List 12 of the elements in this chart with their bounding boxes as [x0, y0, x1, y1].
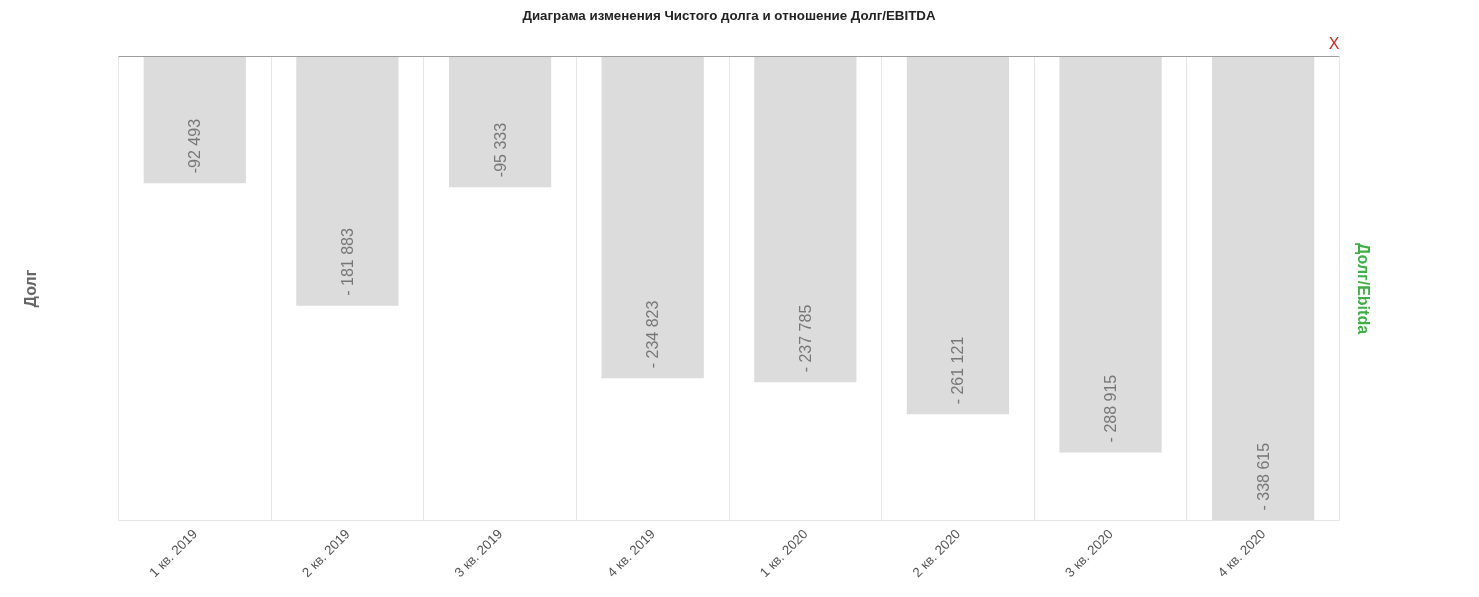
- data-label: - 237 785: [796, 304, 814, 373]
- text: X: [1328, 34, 1340, 52]
- data-label: -92 493: [186, 118, 204, 174]
- data-label: - 234 823: [644, 300, 662, 369]
- y2-axis-title: Долг/Ebitda: [1354, 242, 1372, 335]
- data-label: -95 333: [491, 122, 509, 178]
- y-axis-title: Долг: [21, 269, 39, 308]
- data-label: - 338 615: [1254, 442, 1272, 511]
- data-label: - 261 121: [949, 336, 967, 405]
- data-label: - 288 915: [1102, 374, 1120, 443]
- data-label: - 181 883: [338, 228, 356, 296]
- chart-title: Диаграма изменения Чистого долга и отношение Долг/EBITDA: [522, 7, 936, 23]
